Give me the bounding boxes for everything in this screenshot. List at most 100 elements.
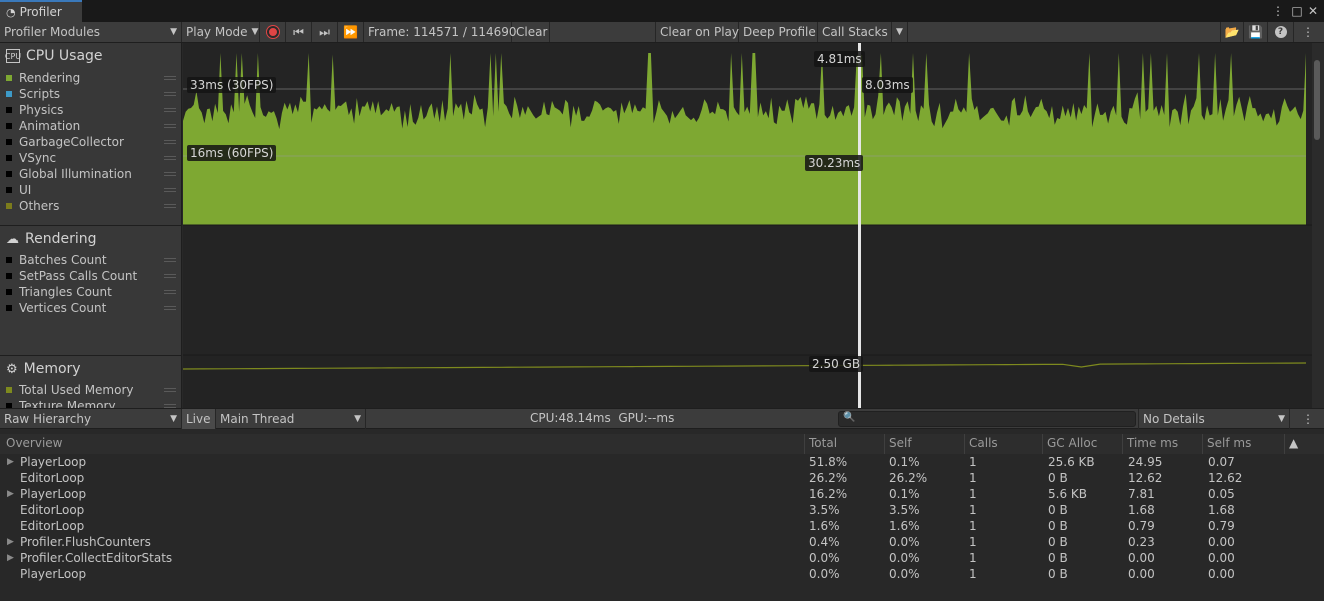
details-options-button[interactable]: ⋮ (1296, 409, 1320, 429)
drag-handle-icon[interactable] (164, 124, 176, 128)
column-header[interactable]: Total (804, 434, 884, 454)
clear-on-play-button[interactable]: Clear on Play (655, 22, 739, 42)
legend-item[interactable]: Texture Memory (6, 398, 178, 408)
rendering-module-title[interactable]: ☁ Rendering (6, 231, 97, 247)
charts-svg[interactable] (183, 43, 1324, 408)
profiler-modules-dropdown[interactable]: Profiler Modules ▼ (0, 22, 182, 42)
column-header[interactable]: Overview (6, 436, 63, 450)
cpu-module-title[interactable]: CPU CPU Usage (5, 48, 103, 64)
legend-item[interactable]: Total Used Memory (6, 382, 178, 398)
legend-item[interactable]: Batches Count (6, 252, 178, 268)
help-icon: ? (1274, 26, 1287, 38)
current-frame-button[interactable]: ⏩ (338, 22, 364, 42)
drag-handle-icon[interactable] (164, 92, 176, 96)
previous-frame-button[interactable]: ⏮ (286, 22, 312, 42)
drag-handle-icon[interactable] (164, 140, 176, 144)
cell-selfms: 12.62 (1208, 471, 1243, 485)
table-row[interactable]: EditorLoop 26.2% 26.2% 1 0 B 12.62 12.62 (0, 470, 1324, 486)
legend-item[interactable]: Triangles Count (6, 284, 178, 300)
legend-label: SetPass Calls Count (19, 269, 138, 283)
drag-handle-icon[interactable] (164, 156, 176, 160)
drag-handle-icon[interactable] (164, 258, 176, 262)
load-button[interactable]: 📂 (1220, 22, 1244, 42)
cell-gc: 0 B (1048, 503, 1068, 517)
clear-button[interactable]: Clear (512, 22, 550, 42)
legend-item[interactable]: Scripts (6, 86, 178, 102)
drag-handle-icon[interactable] (164, 274, 176, 278)
cell-gc: 0 B (1048, 567, 1068, 581)
legend-item[interactable]: Rendering (6, 70, 178, 86)
expand-arrow-icon[interactable]: ▶ (7, 537, 14, 547)
table-row[interactable]: EditorLoop 3.5% 3.5% 1 0 B 1.68 1.68 (0, 502, 1324, 518)
profiler-tab[interactable]: ◔ Profiler (0, 0, 82, 22)
drag-handle-icon[interactable] (164, 204, 176, 208)
call-stacks-dropdown[interactable]: ▼ (892, 22, 908, 42)
close-icon[interactable]: ✕ (1307, 4, 1319, 18)
profiler-charts[interactable]: 33ms (30FPS) 16ms (60FPS) 4.81ms 8.03ms … (183, 43, 1324, 408)
legend-swatch (6, 75, 12, 81)
record-button[interactable] (260, 22, 286, 42)
details-dropdown[interactable]: No Details ▼ (1138, 409, 1290, 429)
deep-profile-label: Deep Profile (743, 25, 816, 39)
column-header[interactable]: Time ms (1122, 434, 1202, 454)
help-button[interactable]: ? (1268, 22, 1294, 42)
drag-handle-icon[interactable] (164, 290, 176, 294)
call-stacks-button[interactable]: Call Stacks (818, 22, 892, 42)
selected-frame-cursor[interactable] (858, 43, 861, 408)
memory-line (183, 362, 1307, 370)
chevron-down-icon: ▼ (251, 27, 259, 37)
maximize-icon[interactable]: □ (1291, 4, 1303, 18)
drag-handle-icon[interactable] (164, 404, 176, 408)
drag-handle-icon[interactable] (164, 108, 176, 112)
search-input[interactable]: 🔍 (838, 411, 1136, 427)
column-header[interactable]: Self (884, 434, 964, 454)
table-row[interactable]: ▶ Profiler.CollectEditorStats 0.0% 0.0% 1 0 B… (0, 550, 1324, 566)
view-type-dropdown[interactable]: Raw Hierarchy ▼ (0, 409, 182, 429)
legend-label: Global Illumination (19, 167, 132, 181)
legend-item[interactable]: GarbageCollector (6, 134, 178, 150)
legend-item[interactable]: Animation (6, 118, 178, 134)
cell-calls: 1 (969, 503, 977, 517)
charts-scrollbar-thumb[interactable] (1314, 60, 1320, 140)
memory-module-title[interactable]: ⚙ Memory (6, 361, 81, 377)
legend-item[interactable]: UI (6, 182, 178, 198)
drag-handle-icon[interactable] (164, 388, 176, 392)
column-header[interactable]: Self ms (1202, 434, 1284, 454)
thread-dropdown[interactable]: Main Thread ▼ (216, 409, 366, 429)
table-row[interactable]: EditorLoop 1.6% 1.6% 1 0 B 0.79 0.79 (0, 518, 1324, 534)
legend-item[interactable]: Others (6, 198, 178, 214)
module-divider (0, 355, 181, 356)
save-button[interactable]: 💾 (1244, 22, 1268, 42)
table-row[interactable]: ▶ PlayerLoop 51.8% 0.1% 1 25.6 KB 24.95 0.07 (0, 454, 1324, 470)
live-button[interactable]: Live (182, 409, 216, 429)
next-frame-button[interactable]: ⏭ (312, 22, 338, 42)
expand-arrow-icon[interactable]: ▶ (7, 457, 14, 467)
window-menu-icon[interactable]: ⋮ (1272, 4, 1284, 18)
cell-total: 16.2% (809, 487, 848, 501)
deep-profile-button[interactable]: Deep Profile (739, 22, 818, 42)
memory-chip-icon: ⚙ (6, 361, 18, 377)
expand-arrow-icon[interactable]: ▶ (7, 553, 14, 563)
drag-handle-icon[interactable] (164, 188, 176, 192)
table-row[interactable]: ▶ PlayerLoop 16.2% 0.1% 1 5.6 KB 7.81 0.05 (0, 486, 1324, 502)
play-mode-dropdown[interactable]: Play Mode ▼ (182, 22, 260, 42)
cell-self: 0.0% (889, 535, 920, 549)
legend-item[interactable]: Global Illumination (6, 166, 178, 182)
chevron-down-icon: ▼ (896, 27, 903, 37)
legend-item[interactable]: Physics (6, 102, 178, 118)
legend-item[interactable]: VSync (6, 150, 178, 166)
drag-handle-icon[interactable] (164, 172, 176, 176)
drag-handle-icon[interactable] (164, 306, 176, 310)
cell-time: 0.79 (1128, 519, 1155, 533)
drag-handle-icon[interactable] (164, 76, 176, 80)
column-header[interactable]: Calls (964, 434, 1042, 454)
column-options-icon[interactable]: ▲ (1284, 434, 1308, 454)
more-options-button[interactable]: ⋮ (1296, 22, 1320, 42)
table-row[interactable]: ▶ Profiler.FlushCounters 0.4% 0.0% 1 0 B 0.23 0… (0, 534, 1324, 550)
table-row[interactable]: PlayerLoop 0.0% 0.0% 1 0 B 0.00 0.00 (0, 566, 1324, 582)
expand-arrow-icon[interactable]: ▶ (7, 489, 14, 499)
legend-item[interactable]: Vertices Count (6, 300, 178, 316)
legend-item[interactable]: SetPass Calls Count (6, 268, 178, 284)
column-header[interactable]: GC Alloc (1042, 434, 1122, 454)
cell-total: 51.8% (809, 455, 848, 469)
